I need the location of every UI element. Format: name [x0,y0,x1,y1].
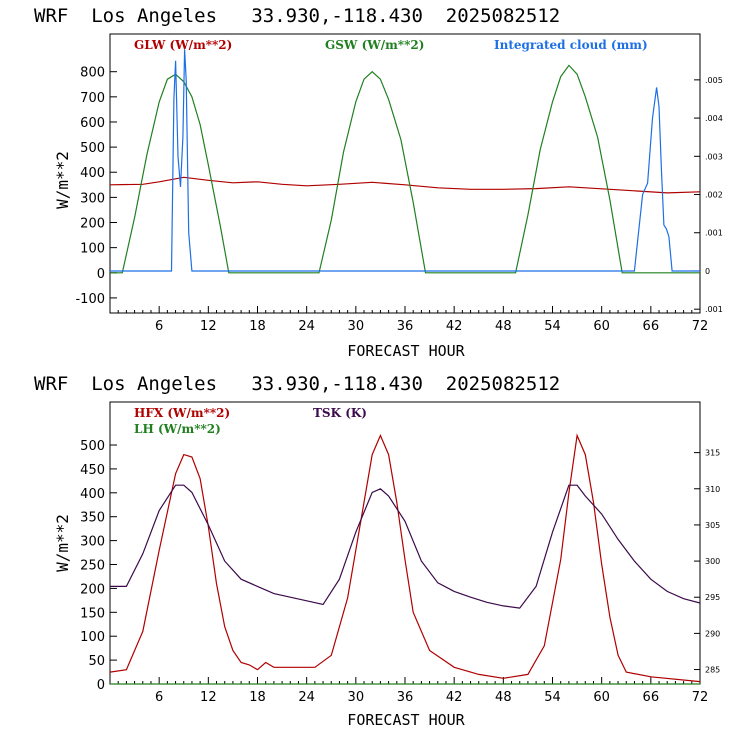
top-y-tick-label: 100 [80,242,105,257]
bottom-x-tick-label: 48 [495,690,512,705]
legend-tsk: TSK (K) [313,406,367,420]
bottom-x-tick-label: 72 [692,690,709,705]
top-y-tick-label: 800 [80,66,105,81]
top-y2-tick-label: .001 [705,229,723,238]
top-x-tick-label: 48 [495,319,512,334]
bottom-y2-tick-label: 300 [705,557,720,566]
bottom-y-tick-label: 400 [80,487,105,502]
bottom-x-tick-label: 12 [200,690,217,705]
bottom-x-axis-label: FORECAST HOUR [347,711,465,729]
bottom-x-tick-label: 24 [298,690,315,705]
bottom-y-tick-label: 50 [88,654,105,669]
top-series-integrated-line [110,49,700,272]
top-y-tick-label: 200 [80,217,105,232]
legend-hfx: HFX (W/m**2) [134,406,230,420]
top-x-tick-label: 30 [348,319,365,334]
bottom-y-tick-label: 450 [80,463,105,478]
top-x-tick-label: 54 [544,319,561,334]
top-y-tick-label: -100 [75,292,105,307]
top-y2-tick-label: 0 [705,267,710,276]
top-x-tick-label: 60 [593,319,610,334]
bottom-y-tick-label: 500 [80,439,105,454]
bottom-y-tick-label: 200 [80,582,105,597]
bottom-chart-title: WRF Los Angeles 33.930,-118.430 20250825… [34,373,560,395]
top-y2-tick-label: .004 [705,114,723,123]
bottom-y2-tick-label: 305 [705,521,720,530]
bottom-y2-tick-label: 285 [705,666,720,675]
bottom-y-tick-label: 250 [80,559,105,574]
top-x-tick-label: 12 [200,319,217,334]
top-x-axis-label: FORECAST HOUR [347,342,465,360]
bottom-y2-tick-label: 290 [705,629,720,638]
legend-gsw: GSW (W/m**2) [325,38,424,52]
top-x-tick-label: 18 [249,319,266,334]
top-y-tick-label: 600 [80,116,105,131]
bottom-x-tick-label: 66 [643,690,660,705]
top-y2-tick-label: .002 [705,191,723,200]
bottom-series-tsk-line [110,484,701,609]
top-series-gsw-line [110,64,700,274]
top-chart-title: WRF Los Angeles 33.930,-118.430 20250825… [34,5,560,27]
legend-glw: GLW (W/m**2) [134,38,232,52]
top-x-tick-label: 66 [643,319,660,334]
bottom-y-tick-label: 100 [80,630,105,645]
top-y2-tick-label: .001 [705,305,723,314]
top-x-tick-label: 42 [446,319,463,334]
bottom-series [109,433,701,685]
bottom-plot-frame [109,401,701,685]
top-y2-tick-label: .003 [705,152,723,161]
bottom-y2-tick-label: 315 [705,449,720,458]
top-y-tick-label: 400 [80,166,105,181]
bottom-x-tick-label: 36 [397,690,414,705]
top-y-tick-label: 700 [80,91,105,106]
top-y2-tick-label: .005 [705,76,723,85]
top-y-tick-label: 0 [97,267,105,282]
top-y-tick-label: 500 [80,141,105,156]
top-x-tick-label: 24 [298,319,315,334]
bottom-y-axis-label: W/m**2 [53,514,72,572]
bottom-y-tick-label: 350 [80,511,105,526]
bottom-x-tick-label: 18 [249,690,266,705]
top-x-tick-label: 72 [692,319,709,334]
bottom-y2-tick-label: 295 [705,593,720,602]
bottom-x-tick-label: 30 [348,690,365,705]
bottom-x-tick-label: 60 [593,690,610,705]
bottom-y-tick-label: 300 [80,535,105,550]
top-x-tick-label: 36 [397,319,414,334]
top-y-axis-label: W/m**2 [53,151,72,209]
top-series [109,49,701,274]
legend-cloud: Integrated cloud (mm) [494,38,648,52]
top-ticks: 6 12 18 24 30 36 42 48 54 60 66 72 -100 0 100 200 300 400… [75,66,722,334]
top-series-glw-line [109,176,701,194]
bottom-x-tick-label: 42 [446,690,463,705]
bottom-y2-tick-label: 310 [705,485,720,494]
legend-lh: LH (W/m**2) [134,422,221,436]
bottom-y-tick-label: 150 [80,606,105,621]
bottom-x-tick-label: 6 [155,690,163,705]
bottom-ticks: 6 12 18 24 30 36 42 48 54 60 66 72 0 50 100 150 200 250 30… [80,439,720,705]
top-x-tick-label: 6 [155,319,163,334]
bottom-y-tick-label: 0 [97,678,105,693]
bottom-x-tick-label: 54 [544,690,561,705]
top-y-tick-label: 300 [80,191,105,206]
bottom-series-hfx-line [109,433,701,683]
